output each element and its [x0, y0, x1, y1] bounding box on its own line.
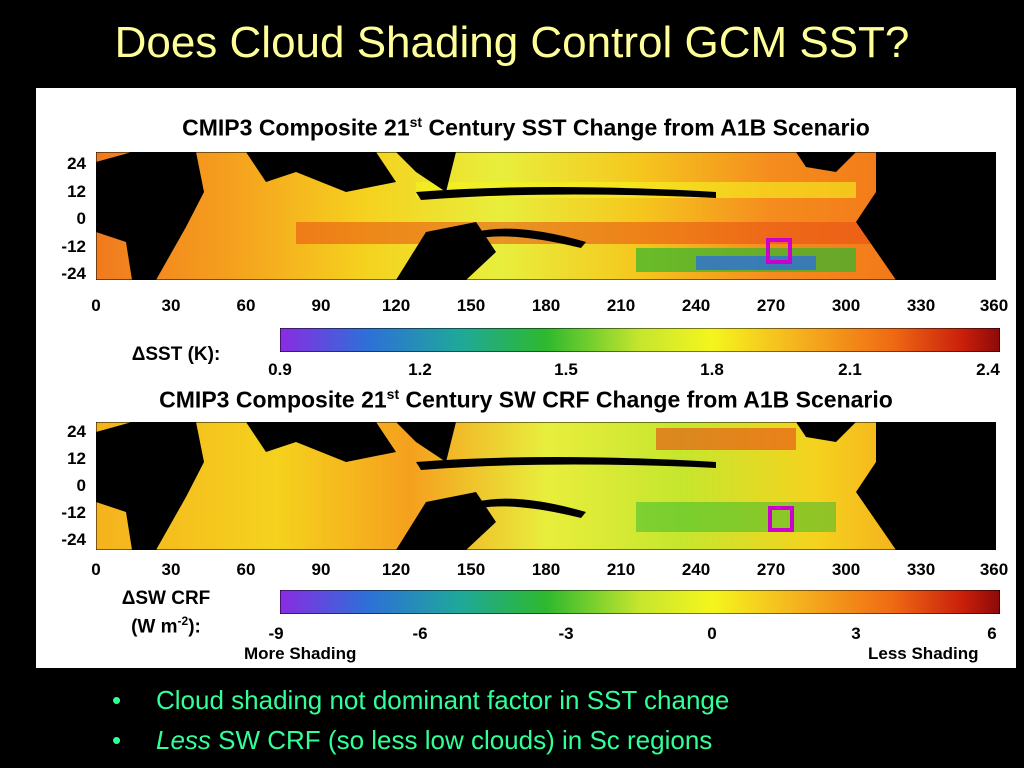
map1-lon-label: 30 [161, 296, 181, 315]
map2-colorbar-label-line1: ΔSW CRF [121, 588, 211, 609]
map2-lon-label: 180 [531, 560, 561, 579]
map1-colorbar-tick: 1.2 [408, 360, 432, 379]
map2-title-pre: CMIP3 Composite 21 [159, 386, 387, 413]
map2-colorbar [279, 589, 1001, 615]
map1-sst-change [96, 152, 996, 280]
map2-colorbar-label-line2-pre: (W m [131, 616, 178, 638]
map2-lon-label: 90 [311, 560, 331, 579]
map2-lon-label: 330 [906, 560, 936, 579]
slide-title: Does Cloud Shading Control GCM SST? [114, 18, 910, 67]
bullet-list: • Cloud shading not dominant factor in S… [112, 682, 1012, 762]
map2-lon-label: 240 [681, 560, 711, 579]
map1-lon-label: 0 [91, 296, 101, 315]
map2-title-post: Century SW CRF Change from A1B Scenario [399, 386, 893, 413]
map1-colorbar-tick: 1.5 [554, 360, 578, 379]
figure-panel: CMIP3 Composite 21st Century SST Change … [36, 88, 1016, 668]
map1-colorbar [279, 327, 1001, 353]
map2-lon-label: 0 [91, 560, 101, 579]
map1-title-post: Century SST Change from A1B Scenario [422, 114, 870, 141]
map2-lon-label: 120 [381, 560, 411, 579]
map2-sw-crf-change [96, 422, 996, 550]
map1-lon-label: 180 [531, 296, 561, 315]
map2-colorbar-tick: 6 [987, 624, 997, 643]
map1-lat-label: -24 [61, 264, 86, 283]
map1-lon-label: 360 [979, 296, 1009, 315]
bullet-item: • Cloud shading not dominant factor in S… [112, 682, 1012, 722]
map1-lon-label: 300 [831, 296, 861, 315]
map2-colorbar-tick: 0 [707, 624, 717, 643]
bullet-text: Cloud shading not dominant factor in SST… [156, 685, 730, 715]
map1-svg [96, 152, 996, 280]
map1-lat-label: 24 [67, 154, 86, 173]
map2-colorbar-tick: 3 [851, 624, 861, 643]
bullet-marker: • [112, 725, 122, 755]
map1-lon-label: 60 [236, 296, 256, 315]
map2-colorbar-label-line2-post: ): [188, 616, 201, 638]
map2-lon-label: 270 [756, 560, 786, 579]
map1-colorbar-tick: 2.1 [838, 360, 862, 379]
map1-lon-label: 120 [381, 296, 411, 315]
map2-title: CMIP3 Composite 21st Century SW CRF Chan… [36, 386, 1016, 414]
map1-title-sup: st [409, 114, 423, 130]
bullet-text: Less SW CRF (so less low clouds) in Sc r… [156, 722, 712, 758]
map1-colorbar-tick: 1.8 [700, 360, 724, 379]
map2-lat-label: 12 [67, 449, 86, 468]
map2-colorbar-tick: -9 [268, 624, 284, 643]
map2-colorbar-label-line2: (W m-2): [96, 614, 236, 638]
map2-lon-label: 30 [161, 560, 181, 579]
map2-lat-label: -12 [61, 503, 86, 522]
bullet-item: • Less SW CRF (so less low clouds) in Sc… [112, 722, 1012, 762]
map2-lon-label: 150 [456, 560, 486, 579]
bullet-marker: • [112, 685, 122, 715]
map1-colorbar-tick: 0.9 [268, 360, 292, 379]
map2-lon-label: 360 [979, 560, 1009, 579]
map1-title: CMIP3 Composite 21st Century SST Change … [36, 114, 1016, 142]
map1-colorbar-tick: 2.4 [976, 360, 1000, 379]
map1-lon-label: 90 [311, 296, 331, 315]
map1-lat-label: -12 [61, 237, 86, 256]
map2-lon-label: 60 [236, 560, 256, 579]
map1-lon-label: 240 [681, 296, 711, 315]
more-shading-note: More Shading [244, 644, 357, 663]
map1-lon-label: 210 [606, 296, 636, 315]
map1-lon-label: 270 [756, 296, 786, 315]
map1-colorbar-label: ΔSST (K): [131, 344, 221, 365]
map1-lon-label: 330 [906, 296, 936, 315]
map1-lat-label: 12 [67, 182, 86, 201]
map2-colorbar-label-line2-sup: -2 [177, 614, 189, 628]
bullet-text-rest: SW CRF (so less low clouds) in Sc region… [210, 725, 713, 755]
map1-lat-label: 0 [76, 209, 86, 228]
map2-lat-label: -24 [61, 530, 86, 549]
map2-colorbar-svg [279, 589, 1001, 615]
map2-lat-label: 24 [67, 422, 86, 441]
map1-lon-label: 150 [456, 296, 486, 315]
map2-lat-label: 0 [76, 476, 86, 495]
map1-colorbar-svg [279, 327, 1001, 353]
map2-lon-label: 210 [606, 560, 636, 579]
less-shading-note: Less Shading [868, 644, 979, 663]
map2-lon-label: 300 [831, 560, 861, 579]
map2-title-sup: st [386, 386, 400, 402]
map2-colorbar-tick: -6 [412, 624, 428, 643]
bullet-emphasis: Less [156, 725, 211, 755]
map2-colorbar-tick: -3 [558, 624, 574, 643]
map2-svg [96, 422, 996, 550]
map1-title-pre: CMIP3 Composite 21 [182, 114, 410, 141]
